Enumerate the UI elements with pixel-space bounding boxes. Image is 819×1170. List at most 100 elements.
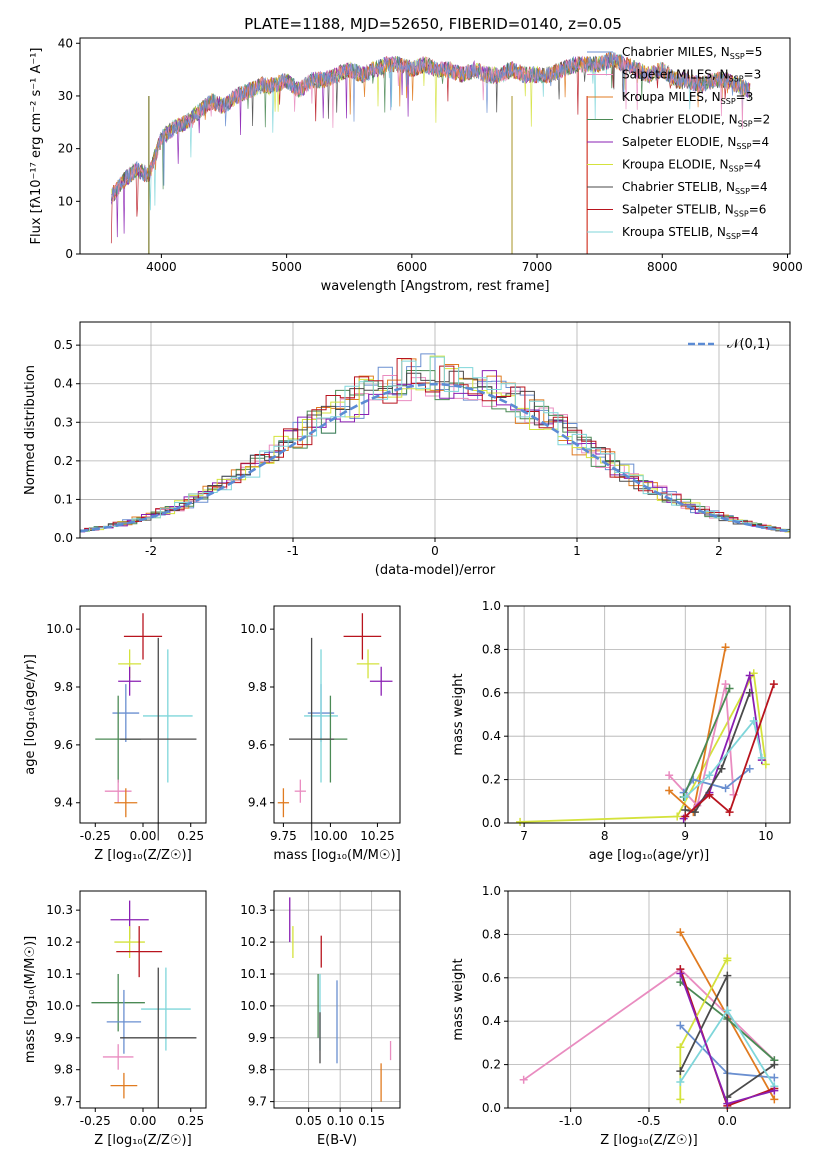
legend-entry-subscript: SSP — [736, 142, 751, 151]
x-tick-label: 8000 — [647, 260, 678, 274]
legend-entry-text: Salpeter ELODIE, N — [622, 135, 736, 149]
y-tick-label: 10.0 — [46, 622, 73, 636]
series-point — [725, 684, 734, 693]
series-point — [723, 1006, 732, 1015]
y-tick-label: 10.2 — [46, 935, 73, 949]
spectrum-chabrier-miles — [110, 51, 751, 199]
x-tick-label: 5000 — [271, 260, 302, 274]
x-tick-label: 2 — [715, 544, 723, 558]
legend-entry-text: Kroupa STELIB, N — [622, 225, 726, 239]
series-line — [520, 670, 767, 823]
y-axis-label: mass [log₁₀(M/M☉)] — [23, 936, 38, 1063]
series-point — [745, 688, 754, 697]
y-tick-label: 0.0 — [482, 816, 501, 830]
legend-entry-value: =4 — [750, 180, 768, 194]
x-tick-label: 0.00 — [130, 829, 157, 843]
x-tick-label: 7 — [520, 829, 528, 843]
chart-layer: 4000 5000 6000 7000 8000 9000010203040wavelen… — [23, 36, 803, 1148]
series-point — [717, 764, 726, 773]
spectrum-lines — [110, 51, 751, 254]
legend-entry-subscript: SSP — [729, 165, 744, 174]
x-tick-label: 10.25 — [360, 829, 394, 843]
y-axis-label: mass weight — [451, 673, 466, 755]
y-tick-label: 30 — [58, 89, 73, 103]
y-tick-label: 0.8 — [482, 642, 501, 656]
legend-entry: Chabrier MILES, NSSP=5 — [622, 45, 762, 61]
series-line — [679, 975, 775, 1099]
y-tick-label: 9.8 — [54, 680, 73, 694]
series-line — [684, 683, 775, 818]
x-tick-label: 9000 — [772, 260, 803, 274]
y-tick-label: 10.1 — [46, 967, 73, 981]
histogram-kroupa-elodie — [80, 355, 790, 533]
plot-frame — [79, 605, 207, 824]
legend-entry: Chabrier STELIB, NSSP=4 — [622, 180, 768, 196]
series-point — [723, 1099, 732, 1108]
series-point — [770, 1095, 779, 1104]
panel-residuals: -2 -1 0 1 2 0.0 0.1 0.2 0.3 0.4 0.5 (data-model)/er… — [23, 321, 791, 578]
legend-entry-subscript: SSP — [730, 52, 745, 61]
x-tick-label: 0 — [431, 544, 439, 558]
y-axis-label: age [log₁₀(age/yr)] — [23, 654, 38, 775]
legend-entry-subscript: SSP — [729, 75, 744, 84]
x-tick-label: -2 — [145, 544, 157, 558]
y-axis-label: Flux [fλ10⁻¹⁷ erg cm⁻² s⁻¹ A⁻¹] — [29, 48, 44, 245]
y-tick-label: 0.5 — [54, 338, 73, 352]
x-tick-label: -1 — [287, 544, 299, 558]
legend-entry: Salpeter MILES, NSSP=3 — [622, 68, 761, 84]
normal-reference-curve — [80, 382, 790, 533]
y-tick-label: 1.0 — [482, 599, 501, 613]
y-tick-label: 0.4 — [54, 377, 73, 391]
x-axis-label: mass [log₁₀(M/M☉)] — [273, 848, 400, 863]
legend-entry-value: =2 — [753, 113, 771, 127]
series-point — [749, 669, 758, 678]
legend-entry-value: =4 — [741, 225, 759, 239]
series-line — [679, 957, 729, 1100]
y-tick-label: 10.0 — [46, 999, 73, 1013]
series-point — [516, 817, 525, 826]
plot-frame — [79, 321, 791, 539]
series-point — [770, 1073, 779, 1082]
x-tick-label: 10.00 — [313, 829, 347, 843]
series-point — [676, 1067, 685, 1076]
series-point — [690, 808, 699, 817]
y-tick-label: 0.1 — [54, 492, 73, 506]
y-tick-label: 9.8 — [248, 1063, 267, 1077]
panel-massweight-vs-Z: -1.0 -0.5 0.0 0.0 0.2 0.4 0.6 0.8 1.0 Z [log₁₀(Z/… — [451, 884, 791, 1148]
legend-entry-value: =5 — [745, 45, 763, 59]
legend-entry: Kroupa ELODIE, NSSP=4 — [622, 158, 761, 174]
histograms — [80, 353, 790, 533]
x-tick-label: -0.5 — [637, 1114, 660, 1128]
x-tick-label: 0.00 — [130, 1114, 157, 1128]
series-point — [665, 771, 674, 780]
x-axis-label: (data-model)/error — [375, 563, 496, 578]
series-point — [749, 717, 758, 726]
series-point — [721, 680, 730, 689]
x-tick-label: 8 — [601, 829, 609, 843]
series-point — [681, 812, 690, 821]
series-point — [676, 1043, 685, 1052]
x-axis-label: Z [log₁₀(Z/Z☉)] — [94, 1133, 191, 1148]
x-tick-label: -0.25 — [80, 829, 111, 843]
y-tick-label: 0.6 — [482, 971, 501, 985]
series-point — [676, 1021, 685, 1030]
legend-entry-value: =4 — [744, 158, 762, 172]
legend-entry: Kroupa STELIB, NSSP=4 — [622, 225, 759, 241]
x-axis-label: Z [log₁₀(Z/Z☉)] — [94, 848, 191, 863]
y-tick-label: 0.0 — [54, 531, 73, 545]
x-tick-label: -1.0 — [559, 1114, 582, 1128]
x-tick-label: 0.0 — [718, 1114, 737, 1128]
y-tick-label: 9.7 — [54, 1095, 73, 1109]
series-point — [665, 786, 674, 795]
x-tick-label: 10 — [758, 829, 773, 843]
panel-age-vs-mass: 9.75 10.00 10.25 9.4 9.6 9.8 10.0 mass [log₁₀(M… — [240, 605, 401, 863]
series-line — [684, 718, 763, 798]
y-tick-label: 1.0 — [482, 884, 501, 898]
x-tick-label: 0.25 — [177, 829, 204, 843]
y-tick-label: 9.9 — [248, 1031, 267, 1045]
legend-entry-value: =3 — [744, 68, 762, 82]
x-tick-label: 0.10 — [327, 1114, 354, 1128]
y-tick-label: 0.0 — [482, 1101, 501, 1115]
y-tick-label: 0.3 — [54, 415, 73, 429]
y-tick-label: 10.0 — [240, 999, 267, 1013]
